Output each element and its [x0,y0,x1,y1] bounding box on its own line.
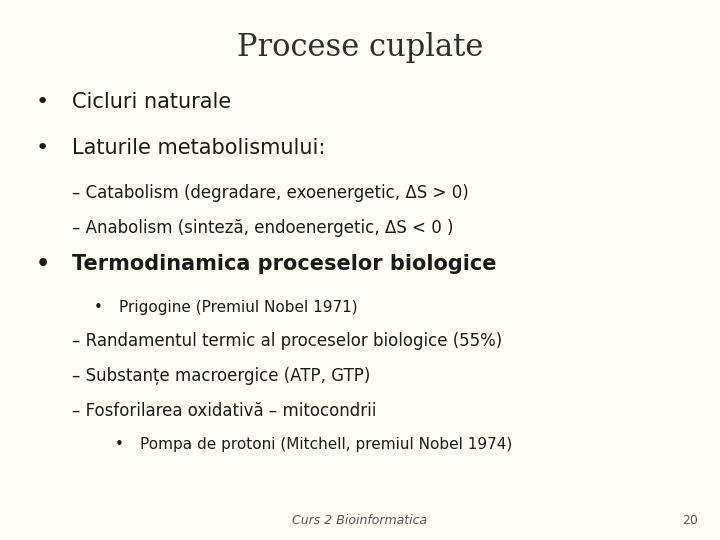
Text: •: • [36,92,49,112]
Text: •: • [36,254,50,274]
Text: – Substanțe macroergice (ATP, GTP): – Substanțe macroergice (ATP, GTP) [72,367,370,385]
Text: Curs 2 Bioinformatica: Curs 2 Bioinformatica [292,514,428,526]
Text: Laturile metabolismului:: Laturile metabolismului: [72,138,325,158]
Text: •: • [94,300,102,315]
Text: Prigogine (Premiul Nobel 1971): Prigogine (Premiul Nobel 1971) [119,300,357,315]
Text: Cicluri naturale: Cicluri naturale [72,92,231,112]
Text: – Anabolism (sinteză, endoenergetic, ΔS < 0 ): – Anabolism (sinteză, endoenergetic, ΔS … [72,219,454,237]
Text: Termodinamica proceselor biologice: Termodinamica proceselor biologice [72,254,497,274]
Text: 20: 20 [683,514,698,526]
Text: •: • [115,437,124,453]
Text: Procese cuplate: Procese cuplate [237,32,483,63]
Text: •: • [36,138,49,158]
Text: – Fosforilarea oxidativă – mitocondrii: – Fosforilarea oxidativă – mitocondrii [72,402,377,420]
Text: Pompa de protoni (Mitchell, premiul Nobel 1974): Pompa de protoni (Mitchell, premiul Nobe… [140,437,513,453]
Text: – Catabolism (degradare, exoenergetic, ΔS > 0): – Catabolism (degradare, exoenergetic, Δ… [72,184,469,201]
Text: – Randamentul termic al proceselor biologice (55%): – Randamentul termic al proceselor biolo… [72,332,503,350]
